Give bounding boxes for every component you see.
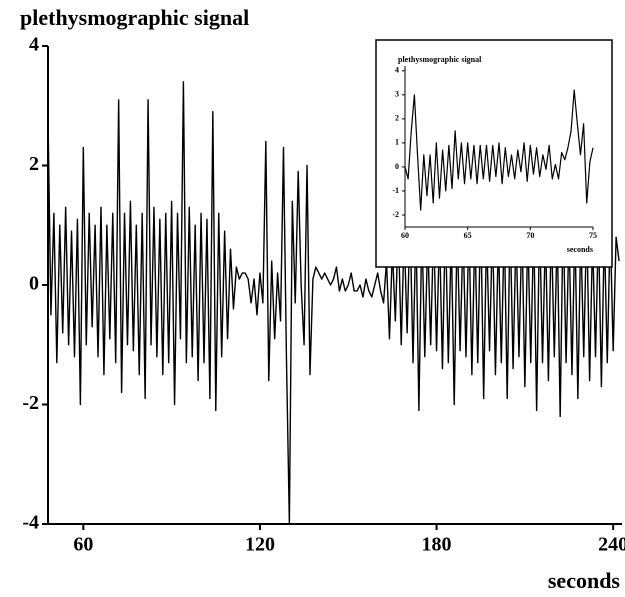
y-tick-label: -1 — [392, 186, 399, 195]
x-tick-label: 60 — [401, 231, 409, 240]
y-tick-label: 0 — [395, 162, 399, 171]
x-tick-label: 240 — [598, 534, 625, 556]
y-tick-label: 0 — [29, 273, 39, 295]
y-tick-label: 3 — [395, 90, 399, 99]
y-tick-label: 1 — [395, 138, 399, 147]
signal-line — [404, 89, 594, 211]
y-tick-label: 2 — [29, 153, 39, 175]
x-tick-label: 75 — [589, 231, 597, 240]
y-tick-label: -2 — [22, 392, 39, 414]
chart-title: plethysmographic signal — [20, 5, 249, 30]
y-tick-label: 4 — [29, 34, 39, 56]
x-axis-label: seconds — [548, 568, 621, 593]
inset-chart: -2 -1 0 1 2 3 4 60 65 70 75 plethysmographic signal… — [392, 55, 597, 254]
x-axis-label: seconds — [567, 245, 593, 254]
x-tick-label: 65 — [464, 231, 472, 240]
x-tick-label: 70 — [526, 231, 534, 240]
y-tick-label: 2 — [395, 114, 399, 123]
y-tick-label: -2 — [392, 210, 399, 219]
signal-line — [47, 81, 620, 525]
y-tick-label: -4 — [22, 512, 39, 534]
x-tick-label: 120 — [245, 534, 275, 556]
x-tick-label: 60 — [73, 534, 93, 556]
chart-title: plethysmographic signal — [398, 55, 482, 64]
y-tick-label: 4 — [395, 66, 399, 75]
x-tick-label: 180 — [422, 534, 452, 556]
